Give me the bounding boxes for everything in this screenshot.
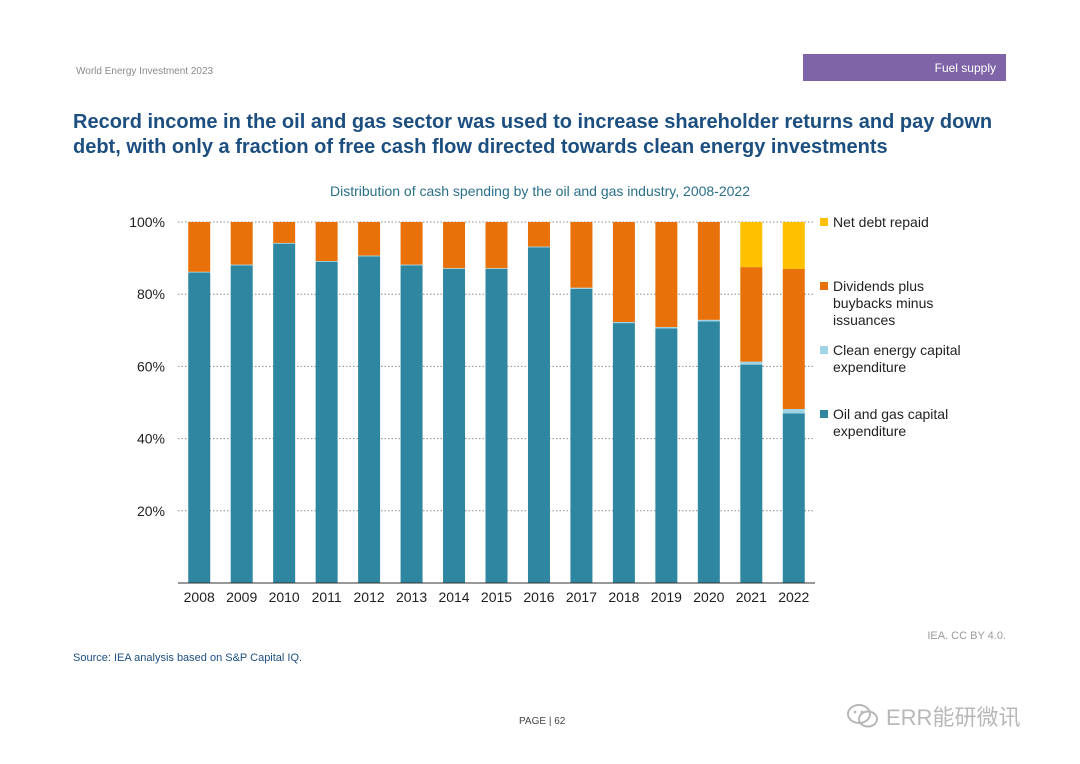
bar-segment-oil-and-gas-capital-expenditure [315,261,338,583]
x-tick-label: 2012 [354,589,385,605]
legend-swatch [820,346,828,354]
x-tick-label: 2016 [523,589,554,605]
x-tick-label: 2013 [396,589,427,605]
bar-segment-oil-and-gas-capital-expenditure [273,243,296,583]
bar-segment-clean-energy-capital-expenditure [782,408,805,414]
x-tick-label: 2017 [566,589,597,605]
bar-segment-dividends-plus-buybacks-minus-issuances [358,222,381,256]
bar-segment-dividends-plus-buybacks-minus-issuances [443,222,466,269]
y-tick-label: 40% [137,431,165,447]
legend-swatch [820,410,828,418]
bar-segment-oil-and-gas-capital-expenditure [612,323,635,583]
bar-segment-oil-and-gas-capital-expenditure [697,321,720,583]
bar-segment-dividends-plus-buybacks-minus-issuances [655,222,678,328]
bar-segment-oil-and-gas-capital-expenditure [400,265,423,583]
bar-segment-oil-and-gas-capital-expenditure [188,272,211,583]
bar-segment-dividends-plus-buybacks-minus-issuances [740,267,763,362]
bar-segment-oil-and-gas-capital-expenditure [782,413,805,583]
bar-segment-dividends-plus-buybacks-minus-issuances [188,222,211,272]
bar-segment-oil-and-gas-capital-expenditure [443,268,466,583]
bar-segment-oil-and-gas-capital-expenditure [740,364,763,583]
x-tick-label: 2021 [736,589,767,605]
bar-segment-oil-and-gas-capital-expenditure [570,288,593,583]
bar-segment-oil-and-gas-capital-expenditure [527,247,550,583]
legend-item: Oil and gas capital expenditure [820,406,983,440]
bar-segment-dividends-plus-buybacks-minus-issuances [485,222,508,269]
license-credit: IEA. CC BY 4.0. [927,630,1006,642]
x-tick-label: 2018 [608,589,639,605]
bar-segment-oil-and-gas-capital-expenditure [655,328,678,583]
x-tick-label: 2009 [226,589,257,605]
bar-segment-net-debt-repaid [740,222,763,268]
legend-label: Dividends plus buybacks minus issuances [833,278,934,328]
bar-segment-net-debt-repaid [782,222,805,269]
y-tick-label: 80% [137,286,165,302]
bar-segment-dividends-plus-buybacks-minus-issuances [612,222,635,322]
bar-segment-clean-energy-capital-expenditure [740,361,763,365]
bar-segment-clean-energy-capital-expenditure [655,327,678,329]
bar-segment-dividends-plus-buybacks-minus-issuances [782,268,805,409]
bar-segment-clean-energy-capital-expenditure [612,321,635,324]
wechat-icon [847,704,878,728]
y-tick-label: 100% [129,214,165,230]
bar-segment-clean-energy-capital-expenditure [315,260,338,262]
x-tick-label: 2015 [481,589,512,605]
section-tab-label: Fuel supply [934,60,996,75]
page-headline: Record income in the oil and gas sector … [73,111,993,158]
bar-segment-clean-energy-capital-expenditure [230,264,253,266]
x-tick-label: 2011 [312,589,342,605]
bar-segment-oil-and-gas-capital-expenditure [485,268,508,583]
x-tick-label: 2020 [693,589,724,605]
legend-label: Net debt repaid [833,214,929,230]
watermark-text: ERR能研微讯 [886,705,1021,730]
report-name: World Energy Investment 2023 [76,66,214,77]
axes: 20% 40% 60% 80% 100% 2008 2009 2010 2011 2012 2013… [129,214,815,605]
y-tick-label: 20% [137,503,165,519]
bar-segment-dividends-plus-buybacks-minus-issuances [273,222,296,243]
watermark: ERR能研微讯 [846,700,1020,732]
bar-segment-dividends-plus-buybacks-minus-issuances [697,222,720,320]
x-tick-label: 2010 [269,589,300,605]
bar-segment-dividends-plus-buybacks-minus-issuances [315,222,338,261]
page-number: PAGE | 62 [519,716,566,727]
bar-segment-oil-and-gas-capital-expenditure [358,256,381,583]
bar-segment-clean-energy-capital-expenditure [697,319,720,322]
bar-segment-clean-energy-capital-expenditure [443,268,466,269]
x-tick-label: 2022 [778,589,809,605]
bar-segment-clean-energy-capital-expenditure [188,271,211,273]
legend-item: Net debt repaid [820,214,983,231]
bar-segment-clean-energy-capital-expenditure [358,255,381,257]
chart-title: Distribution of cash spending by the oil… [329,183,750,199]
x-tick-label: 2008 [184,589,215,605]
legend-label: Oil and gas capital expenditure [833,406,949,439]
legend-label: Clean energy capital expenditure [833,342,961,375]
section-tab[interactable]: Fuel supply [803,54,1006,81]
bar-segment-clean-energy-capital-expenditure [273,242,296,244]
legend-item: Clean energy capital expenditure [820,342,983,376]
bar-segment-dividends-plus-buybacks-minus-issuances [570,222,593,288]
x-tick-label: 2019 [651,589,682,605]
bar-segment-clean-energy-capital-expenditure [400,264,423,266]
legend-swatch [820,282,828,290]
bar-segment-clean-energy-capital-expenditure [570,287,593,289]
source-note: Source: IEA analysis based on S&P Capita… [73,652,303,664]
bars [188,222,805,583]
legend-item: Dividends plus buybacks minus issuances [820,278,983,329]
bar-segment-clean-energy-capital-expenditure [527,246,550,248]
x-tick-label: 2014 [438,589,469,605]
bar-segment-clean-energy-capital-expenditure [485,268,508,269]
bar-segment-dividends-plus-buybacks-minus-issuances [400,222,423,265]
bar-segment-dividends-plus-buybacks-minus-issuances [527,222,550,247]
legend-swatch [820,218,828,226]
bar-segment-oil-and-gas-capital-expenditure [230,265,253,583]
bar-segment-dividends-plus-buybacks-minus-issuances [230,222,253,265]
y-tick-label: 60% [137,358,165,374]
